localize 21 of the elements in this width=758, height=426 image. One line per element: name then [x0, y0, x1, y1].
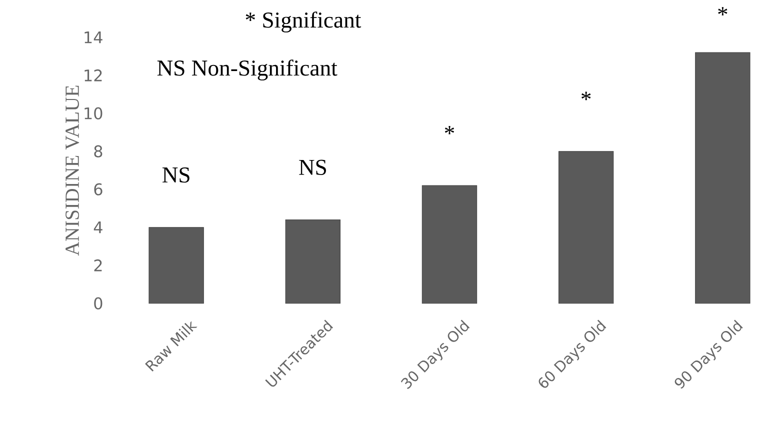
bar [285, 219, 340, 304]
text: * [718, 7, 728, 16]
y-tick-label: 6 [94, 183, 102, 196]
text: * Significant [246, 12, 362, 32]
annotation: NS Non-Significant [157, 60, 338, 80]
y-tick-label: 4 [94, 222, 102, 234]
y-tick-label: 12 [84, 69, 102, 82]
y-tick-label: 2 [94, 259, 102, 272]
annotation: NS [299, 160, 326, 176]
bar [558, 151, 614, 304]
annotation: * [444, 126, 454, 134]
bar [148, 227, 204, 304]
y-tick-label: 10 [84, 107, 102, 120]
annotation: NS [162, 167, 190, 183]
bar [422, 185, 478, 304]
bar [695, 52, 750, 304]
annotation: * [582, 92, 591, 100]
y-tick-label: 8 [94, 145, 102, 158]
y-tick-label: 0 [94, 297, 102, 310]
y-axis-title: ANISIDINE VALUE [66, 86, 80, 256]
y-tick-label: 14 [84, 32, 102, 44]
